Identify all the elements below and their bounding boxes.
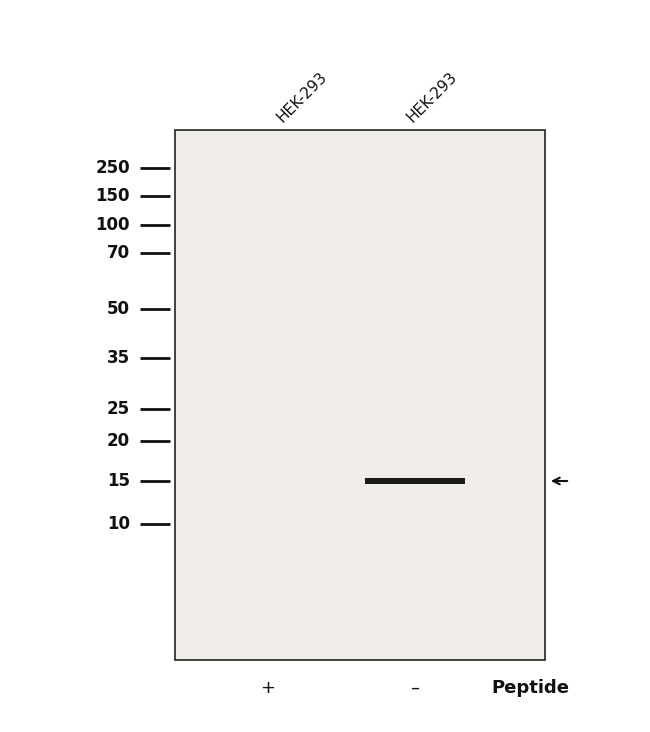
Text: 50: 50 [107,300,130,318]
Text: HEK-293: HEK-293 [404,69,460,125]
Text: 15: 15 [107,472,130,490]
Text: 10: 10 [107,515,130,533]
Bar [365,478,465,484]
Text: –: – [411,679,419,697]
Text: +: + [261,679,276,697]
Bar [175,130,545,660]
Text: 70: 70 [107,244,130,262]
Text: 25: 25 [107,400,130,418]
Text: HEK-293: HEK-293 [274,69,330,125]
Text: 20: 20 [107,432,130,450]
Text: 35: 35 [107,349,130,367]
Text: 150: 150 [96,187,130,205]
Text: Peptide: Peptide [491,679,569,697]
Text: 100: 100 [96,216,130,234]
Text: 250: 250 [96,159,130,177]
